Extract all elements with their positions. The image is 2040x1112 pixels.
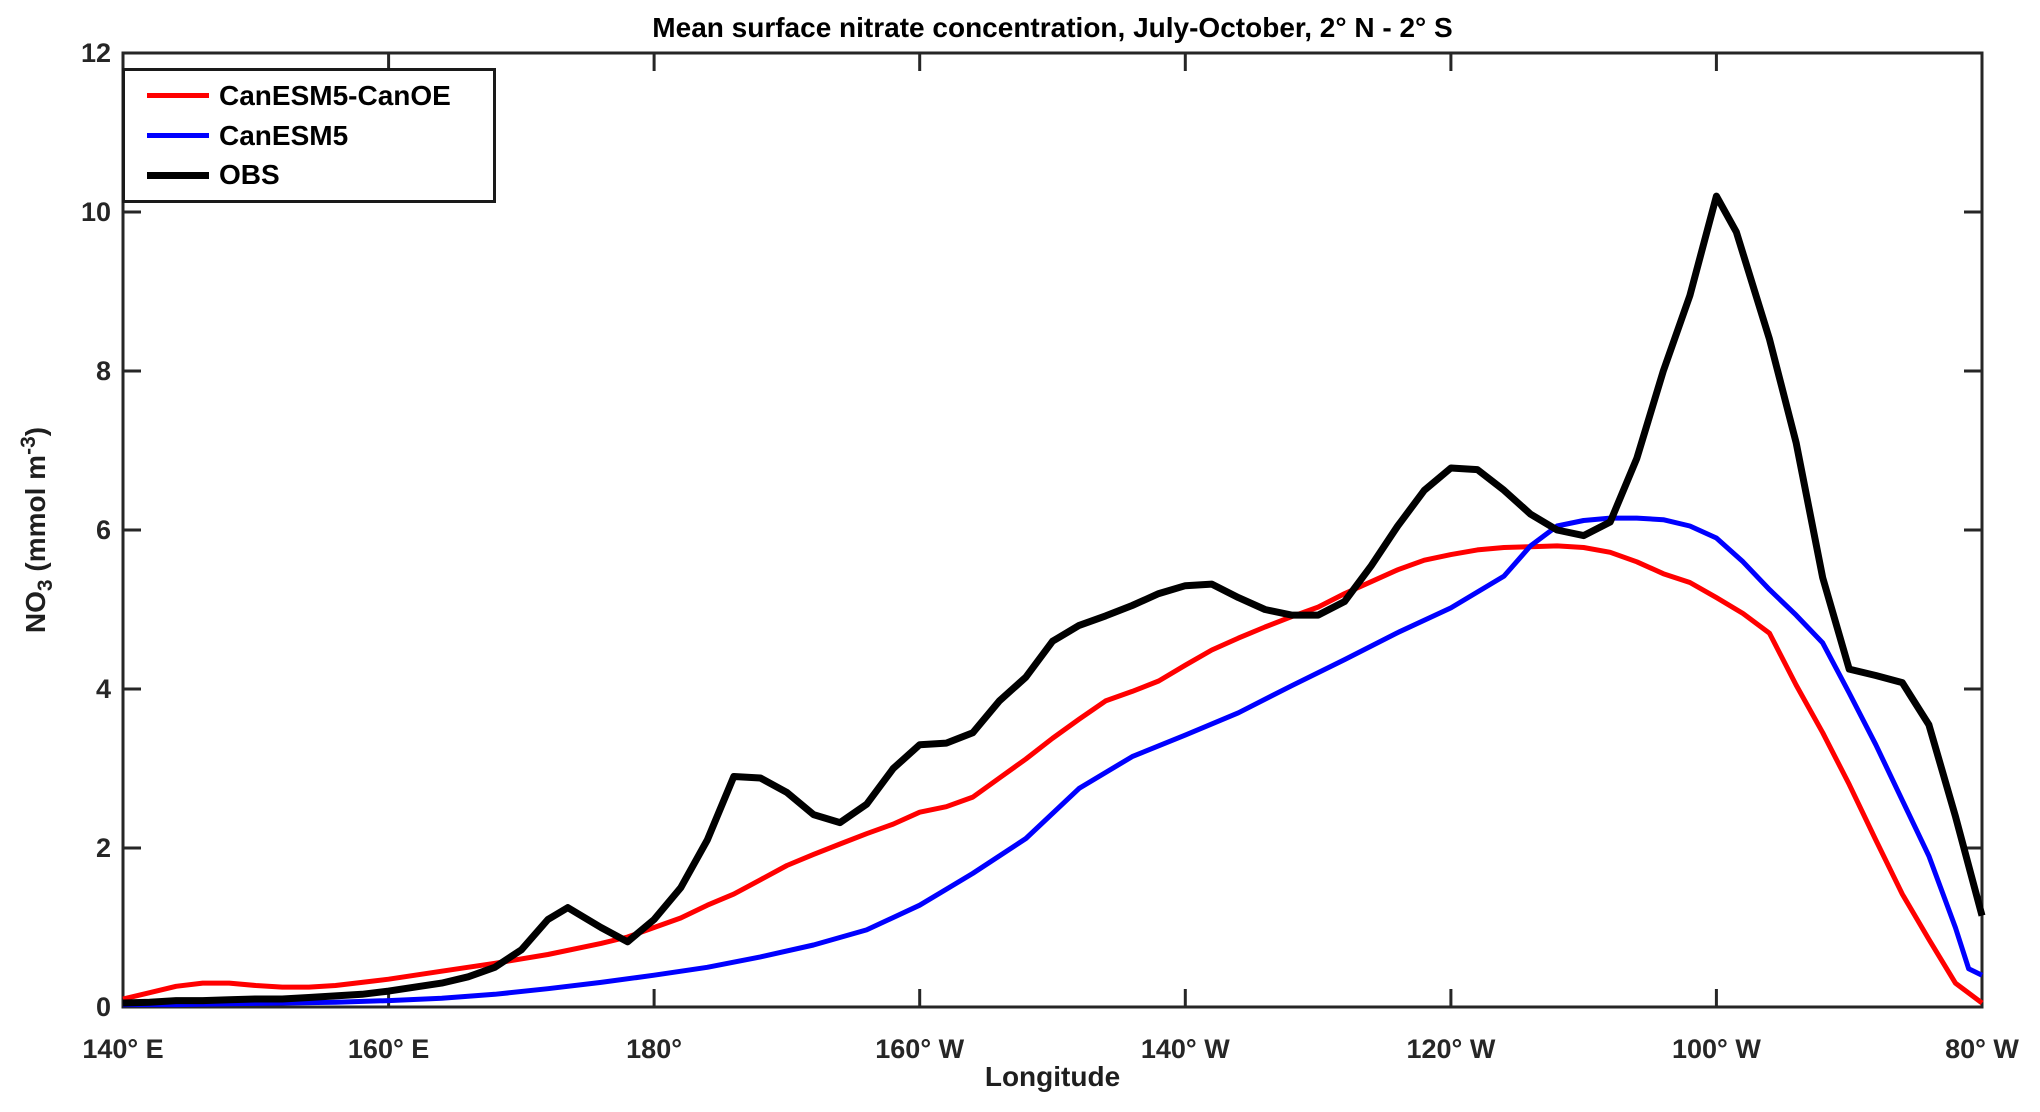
legend-item-canesm5-canoe: CanESM5-CanOE — [147, 80, 493, 112]
legend-line-swatch — [147, 132, 209, 138]
legend-line-swatch — [147, 93, 209, 99]
x-tick-label: 140° W — [1141, 1034, 1230, 1064]
series-line-canesm5 — [123, 515, 1984, 1008]
x-tick-label: 180° — [626, 1034, 682, 1064]
y-tick-label: 8 — [96, 356, 111, 386]
legend-line-swatch — [147, 171, 209, 179]
series-line-obs — [122, 192, 1986, 1007]
y-tick-label: 2 — [96, 833, 111, 863]
chart-title: Mean surface nitrate concentration, July… — [652, 12, 1453, 43]
y-label-units: (mmol m — [20, 454, 51, 580]
legend-label: CanESM5 — [219, 119, 349, 151]
y-tick-label: 4 — [96, 674, 111, 704]
x-tick-label: 120° W — [1406, 1034, 1495, 1064]
y-tick-label: 12 — [81, 38, 111, 68]
x-tick-label: 140° E — [82, 1034, 163, 1064]
legend-label: CanESM5-CanOE — [219, 80, 451, 112]
x-tick-label: 80° W — [1945, 1034, 2019, 1064]
x-tick-label: 160° E — [348, 1034, 429, 1064]
legend-label: OBS — [219, 159, 280, 191]
x-axis-label: Longitude — [984, 1061, 1121, 1092]
y-tick-label: 0 — [96, 992, 111, 1022]
legend-item-canesm5: CanESM5 — [147, 119, 493, 151]
legend: CanESM5-CanOE CanESM5 OBS — [122, 68, 496, 203]
y-label-superscript: -3 — [17, 436, 40, 455]
y-label-subscript: 3 — [34, 579, 57, 592]
y-tick-label: 6 — [96, 515, 111, 545]
x-tick-label: 160° W — [875, 1034, 964, 1064]
y-axis-label: NO3 (mmol m-3) — [17, 426, 57, 634]
x-tick-label: 100° W — [1672, 1034, 1761, 1064]
y-tick-label: 10 — [81, 197, 111, 227]
y-label-close-paren: ) — [20, 426, 51, 437]
legend-item-obs: OBS — [147, 159, 493, 191]
series-line-canesm5-canoe — [122, 543, 1984, 1006]
y-label-text: NO — [20, 591, 51, 634]
